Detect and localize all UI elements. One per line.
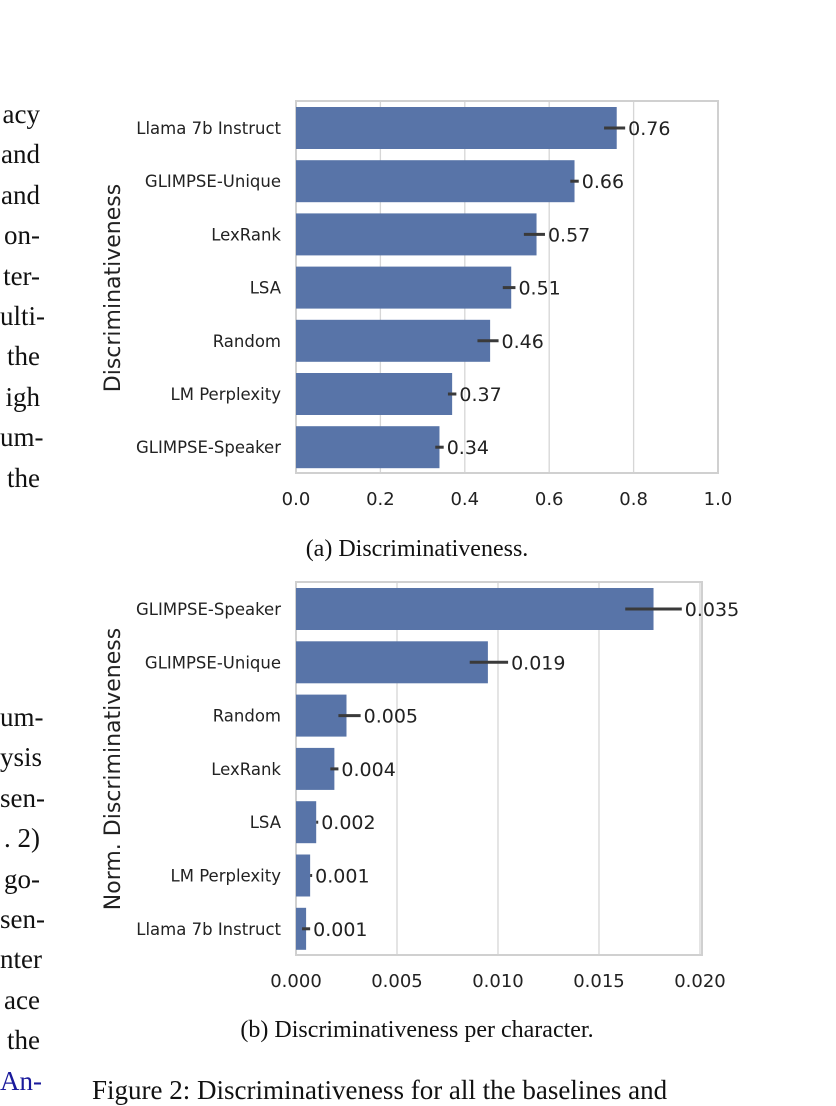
chart-a: 0.76 Llama 7b Instruct 0.66 GLIMPSE-Unique 0… [101, 100, 733, 510]
value-label: 0.002 [321, 812, 375, 834]
value-label: 0.005 [364, 706, 418, 728]
category-label: LSA [250, 279, 282, 298]
bar [296, 588, 654, 630]
figure-caption: Figure 2: Discriminativeness for all the… [92, 1075, 668, 1105]
x-tick-label: 0.020 [674, 971, 726, 992]
category-label: GLIMPSE-Unique [145, 172, 281, 191]
text-line: . 2) [4, 823, 40, 854]
text-line: nter [0, 944, 42, 975]
text-line: and [1, 179, 40, 210]
text-line: ysis [0, 742, 43, 773]
subfigure-caption-b: (b) Discriminativeness per character. [240, 1017, 594, 1043]
x-tick-label: 0.2 [366, 489, 395, 510]
category-label: Random [213, 332, 281, 351]
y-axis-label: Discriminativeness [101, 184, 126, 392]
bar [296, 801, 317, 844]
bar [296, 213, 537, 256]
text-line: go- [4, 863, 40, 894]
subfigure-caption-a: (a) Discriminativeness. [305, 536, 529, 562]
text-line: igh [5, 381, 40, 412]
bar [296, 373, 453, 415]
bar [296, 907, 307, 950]
text-line: and [1, 139, 40, 170]
text-line: ace [4, 984, 40, 1015]
value-label: 0.57 [548, 224, 590, 246]
value-label: 0.66 [582, 171, 624, 193]
bar [296, 694, 347, 737]
bar [296, 266, 512, 309]
value-label: 0.46 [502, 331, 544, 353]
value-label: 0.001 [315, 866, 369, 888]
x-tick-label: 0.8 [619, 489, 648, 510]
text-line: An- [0, 1065, 42, 1096]
text-line: the [7, 462, 40, 493]
category-label: GLIMPSE-Unique [145, 653, 281, 672]
x-tick-label: 0.4 [450, 489, 479, 510]
value-label: 0.035 [685, 599, 739, 621]
bar [296, 160, 575, 203]
bar [296, 641, 488, 684]
x-tick-label: 0.005 [371, 971, 423, 992]
category-label: GLIMPSE-Speaker [136, 600, 281, 619]
category-label: Random [213, 707, 281, 726]
text-line: sen- [0, 782, 45, 813]
x-tick-label: 0.015 [573, 971, 625, 992]
text-line: um- [0, 422, 44, 453]
category-label: LM Perplexity [171, 867, 282, 886]
chart-b: 0.035 GLIMPSE-Speaker 0.019 GLIMPSE-Unique 0… [101, 581, 739, 992]
bar [296, 319, 491, 362]
bar [296, 107, 617, 149]
category-label: LM Perplexity [171, 385, 282, 404]
text-line: the [7, 1025, 40, 1056]
value-label: 0.001 [313, 919, 367, 941]
body-text-fragment-bottom: um-ysis sen- . 2) go-sen-nter ace the An- [0, 697, 45, 1101]
value-label: 0.51 [518, 278, 560, 300]
x-tick-label: 0.010 [472, 971, 524, 992]
value-label: 0.34 [447, 437, 489, 459]
category-label: Llama 7b Instruct [136, 920, 281, 939]
x-tick-label: 0.6 [535, 489, 564, 510]
text-line: sen- [0, 904, 45, 935]
x-tick-label: 0.000 [270, 971, 322, 992]
text-line: ter- [3, 260, 40, 291]
text-line: ulti- [0, 301, 45, 332]
x-tick-label: 1.0 [704, 489, 733, 510]
text-line: acy [2, 99, 40, 129]
bar [296, 747, 335, 790]
x-tick-label: 0.0 [282, 489, 311, 510]
text-line: the [7, 341, 40, 372]
y-axis-label: Norm. Discriminativeness [101, 628, 126, 910]
bar [296, 854, 311, 897]
category-label: LexRank [211, 225, 281, 244]
category-label: LSA [250, 813, 282, 832]
category-label: Llama 7b Instruct [136, 119, 281, 138]
value-label: 0.76 [628, 118, 670, 140]
category-label: LexRank [211, 760, 281, 779]
bar [296, 426, 440, 469]
category-label: GLIMPSE-Speaker [136, 438, 281, 457]
value-label: 0.004 [341, 759, 395, 781]
value-label: 0.37 [459, 384, 501, 406]
body-text-fragment-top: acy and and on-ter-ulti-the igh um-the [0, 94, 45, 498]
text-line: on- [4, 220, 40, 251]
value-label: 0.019 [511, 652, 565, 674]
text-line: um- [0, 702, 44, 732]
